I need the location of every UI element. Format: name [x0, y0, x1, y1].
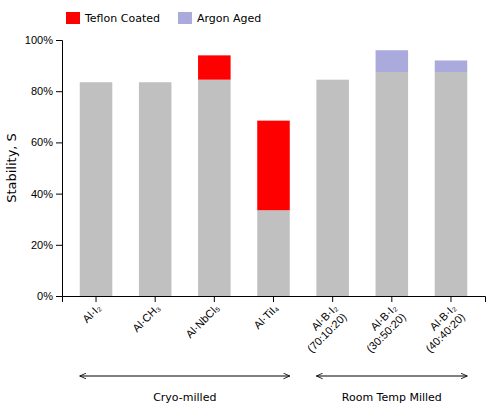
tick-label: 100% [25, 34, 53, 46]
bar-segment [139, 82, 172, 296]
group-arrow [316, 376, 467, 377]
x-tick: Al·B·I₂(70:10:20) [296, 296, 349, 355]
legend-label: Argon Aged [197, 12, 261, 25]
bar-segment [316, 79, 349, 80]
tick-label: Al·I₂ [80, 302, 103, 325]
tick-label: Al·B·I₂(40:40:20) [414, 302, 467, 355]
group-arrow [80, 376, 290, 377]
tick-mark [96, 296, 97, 302]
y-tick: 60% [31, 136, 62, 148]
y-tick: 0% [37, 290, 62, 302]
bar-segment [257, 210, 290, 296]
tick-label: 0% [37, 290, 53, 302]
tick-label: Al·B·I₂(30:50:20) [355, 302, 408, 355]
chart: 0% 20% 40% 60% 80% 100% Stability, S Al·I₂ Al·CH… [0, 0, 500, 418]
y-axis: 0% 20% 40% 60% 80% 100% [25, 34, 63, 302]
bar-segment [198, 55, 231, 79]
y-tick: 80% [31, 85, 62, 97]
legend: Teflon Coated Argon Aged [66, 12, 261, 25]
x-tick: Al·B·I₂(40:40:20) [414, 296, 467, 355]
x-tick: Al·B·I₂(30:50:20) [355, 296, 408, 355]
x-tick: Al·TiI₄ [251, 296, 281, 331]
tick-mark [56, 296, 62, 297]
bar-segment [376, 50, 409, 72]
tick-mark [450, 296, 451, 302]
bars [80, 50, 468, 296]
tick-mark [56, 245, 62, 246]
legend-label: Teflon Coated [84, 12, 160, 25]
x-tick: Al·CH₃ [130, 296, 162, 334]
bar-segment [139, 82, 172, 83]
annotation: Room Temp Milled [342, 391, 442, 404]
tick-label: Al·NbCl₅ [183, 302, 221, 340]
legend-swatch [178, 12, 192, 24]
bar-segment [316, 80, 349, 296]
bar-segment [316, 79, 349, 80]
tick-label: 60% [31, 136, 53, 148]
y-tick: 20% [31, 239, 62, 251]
axis-line [63, 297, 486, 303]
tick-label: Al·TiI₄ [251, 301, 281, 331]
annotation: Cryo-milled [153, 391, 216, 404]
x-tick: Al·I₂ [80, 296, 103, 325]
tick-mark [332, 296, 333, 302]
bar-segment [139, 82, 172, 83]
tick-mark [155, 296, 156, 302]
bar-segment [257, 121, 290, 211]
tick-label: Al·B·I₂(70:10:20) [296, 302, 349, 355]
tick-mark [56, 142, 62, 143]
tick-mark [273, 296, 274, 302]
bar-segment [198, 55, 231, 56]
bar-segment [198, 80, 231, 296]
bar-segment [435, 72, 468, 296]
bar-segment [257, 120, 290, 121]
bar-segment [80, 82, 113, 83]
y-tick: 40% [31, 188, 62, 200]
tick-label: 20% [31, 239, 53, 251]
tick-mark [56, 40, 62, 41]
legend-swatch [66, 12, 80, 24]
plot: 0% 20% 40% 60% 80% 100% Stability, S Al·I₂ Al·CH… [4, 34, 486, 404]
x-tick: Al·NbCl₅ [183, 296, 221, 340]
legend-item: Teflon Coated [66, 12, 160, 25]
tick-mark [214, 296, 215, 302]
y-tick: 100% [25, 34, 62, 46]
tick-mark [56, 91, 62, 92]
tick-label: 40% [31, 188, 53, 200]
axis-line [56, 41, 63, 297]
tick-mark [391, 296, 392, 302]
y-axis-title: Stability, S [4, 133, 19, 203]
bar-segment [80, 82, 113, 83]
bar-segment [376, 72, 409, 296]
bar-segment [435, 60, 468, 72]
tick-label: Al·CH₃ [130, 302, 162, 334]
tick-mark [56, 194, 62, 195]
legend-item: Argon Aged [178, 12, 261, 25]
bar-segment [80, 82, 113, 296]
tick-label: 80% [31, 85, 53, 97]
x-axis: Al·I₂ Al·CH₃ Al·NbCl₅ Al·TiI₄ Al·B·I₂(70:10:… [63, 296, 486, 355]
